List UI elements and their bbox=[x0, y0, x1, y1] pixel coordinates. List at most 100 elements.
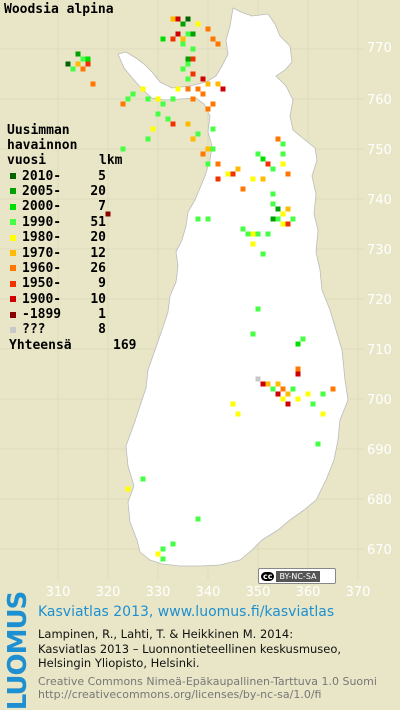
observation-square bbox=[190, 56, 196, 62]
observation-square bbox=[190, 96, 196, 102]
x-tick-label: 320 bbox=[95, 585, 121, 600]
legend-header-1: Uusimman bbox=[7, 123, 70, 138]
observation-square bbox=[170, 36, 176, 42]
footer-citation-3: Helsingin Yliopisto, Helsinki. bbox=[38, 656, 200, 670]
y-tick-label: 700 bbox=[367, 393, 392, 408]
observation-square bbox=[160, 36, 166, 42]
observation-square bbox=[185, 121, 191, 127]
observation-square bbox=[265, 161, 271, 167]
observation-square bbox=[255, 306, 261, 312]
observation-square bbox=[170, 121, 176, 127]
observation-square bbox=[150, 126, 156, 132]
observation-square bbox=[195, 21, 201, 27]
footer-license-2[interactable]: http://creativecommons.org/licenses/by-n… bbox=[38, 688, 322, 701]
observation-square bbox=[205, 216, 211, 222]
legend-item: 1950- 9 bbox=[7, 276, 136, 291]
observation-square bbox=[175, 86, 181, 92]
legend-swatch bbox=[10, 296, 16, 303]
observation-square bbox=[240, 226, 246, 232]
x-tick-label: 360 bbox=[295, 585, 321, 600]
observation-square bbox=[210, 146, 216, 152]
legend-label: ??? bbox=[22, 322, 46, 338]
observation-square bbox=[185, 31, 191, 37]
observation-square bbox=[220, 86, 226, 92]
observation-square bbox=[300, 336, 306, 342]
y-tick-label: 770 bbox=[367, 41, 392, 56]
legend-swatch bbox=[10, 188, 16, 195]
cc-license-badge[interactable]: cc BY-NC-SA bbox=[258, 568, 336, 584]
observation-square bbox=[210, 126, 216, 132]
observation-square bbox=[250, 231, 256, 237]
observation-square bbox=[260, 156, 266, 162]
legend-swatch bbox=[10, 265, 16, 272]
legend-item: 1970- 12 bbox=[7, 245, 136, 261]
observation-square bbox=[280, 161, 286, 167]
observation-square bbox=[85, 61, 91, 67]
observation-square bbox=[255, 231, 261, 237]
observation-square bbox=[280, 386, 286, 392]
species-title: Woodsia alpina bbox=[4, 2, 114, 17]
legend: Uusimman havainnon vuosi lkm 2010- 5 2005… bbox=[7, 123, 136, 354]
observation-square bbox=[270, 386, 276, 392]
observation-square bbox=[215, 81, 221, 87]
observation-square bbox=[175, 16, 181, 22]
legend-item: 2000- 7 bbox=[7, 199, 136, 214]
observation-square bbox=[285, 221, 291, 227]
y-tick-label: 690 bbox=[367, 443, 392, 458]
y-tick-label: 680 bbox=[367, 493, 392, 508]
legend-total-label: Yhteensä bbox=[9, 337, 72, 353]
observation-square bbox=[235, 411, 241, 417]
observation-square bbox=[120, 101, 126, 107]
legend-label: -1899 bbox=[22, 307, 62, 323]
observation-square bbox=[180, 66, 186, 72]
legend-label: 1960- bbox=[22, 260, 62, 276]
observation-square bbox=[160, 101, 166, 107]
observation-square bbox=[290, 216, 296, 222]
legend-item: 1990- 51 bbox=[7, 215, 136, 230]
x-tick-label: 340 bbox=[195, 585, 221, 600]
y-tick-label: 740 bbox=[367, 193, 392, 208]
legend-count: 9 bbox=[98, 276, 106, 292]
legend-swatch bbox=[10, 280, 16, 287]
observation-square bbox=[280, 396, 286, 402]
observation-square bbox=[70, 66, 76, 72]
legend-label: 1970- bbox=[22, 245, 62, 261]
footer-citation-1: Lampinen, R., Lahti, T. & Heikkinen M. 2… bbox=[38, 627, 294, 641]
legend-col-count: lkm bbox=[99, 153, 123, 169]
observation-square bbox=[185, 86, 191, 92]
legend-column-headers: vuosi lkm bbox=[7, 153, 136, 168]
observation-square bbox=[285, 171, 291, 177]
observation-square bbox=[320, 411, 326, 417]
footer-license-1: Creative Commons Nimeä-Epäkaupallinen-Ta… bbox=[38, 675, 377, 688]
observation-square bbox=[205, 146, 211, 152]
observation-squares bbox=[65, 16, 336, 562]
y-tick-label: 720 bbox=[367, 293, 392, 308]
footer-title[interactable]: Kasviatlas 2013, www.luomus.fi/kasviatla… bbox=[38, 604, 335, 620]
observation-square bbox=[185, 61, 191, 67]
observation-square bbox=[210, 36, 216, 42]
legend-count: 5 bbox=[98, 168, 106, 184]
observation-square bbox=[285, 391, 291, 397]
legend-total-count: 169 bbox=[113, 337, 137, 353]
observation-square bbox=[305, 391, 311, 397]
observation-square bbox=[190, 31, 196, 37]
observation-square bbox=[265, 231, 271, 237]
observation-square bbox=[180, 21, 186, 27]
observation-square bbox=[205, 106, 211, 112]
observation-square bbox=[260, 381, 266, 387]
observation-square bbox=[205, 161, 211, 167]
observation-square bbox=[275, 136, 281, 142]
legend-item: ??? 8 bbox=[7, 322, 136, 337]
observation-square bbox=[155, 551, 161, 557]
observation-square bbox=[130, 91, 136, 97]
observation-square bbox=[295, 366, 301, 372]
legend-item: -1899 1 bbox=[7, 307, 136, 322]
observation-square bbox=[195, 131, 201, 137]
observation-square bbox=[85, 56, 91, 62]
observation-square bbox=[275, 216, 281, 222]
legend-count: 51 bbox=[90, 214, 106, 230]
observation-square bbox=[280, 211, 286, 217]
observation-square bbox=[170, 96, 176, 102]
